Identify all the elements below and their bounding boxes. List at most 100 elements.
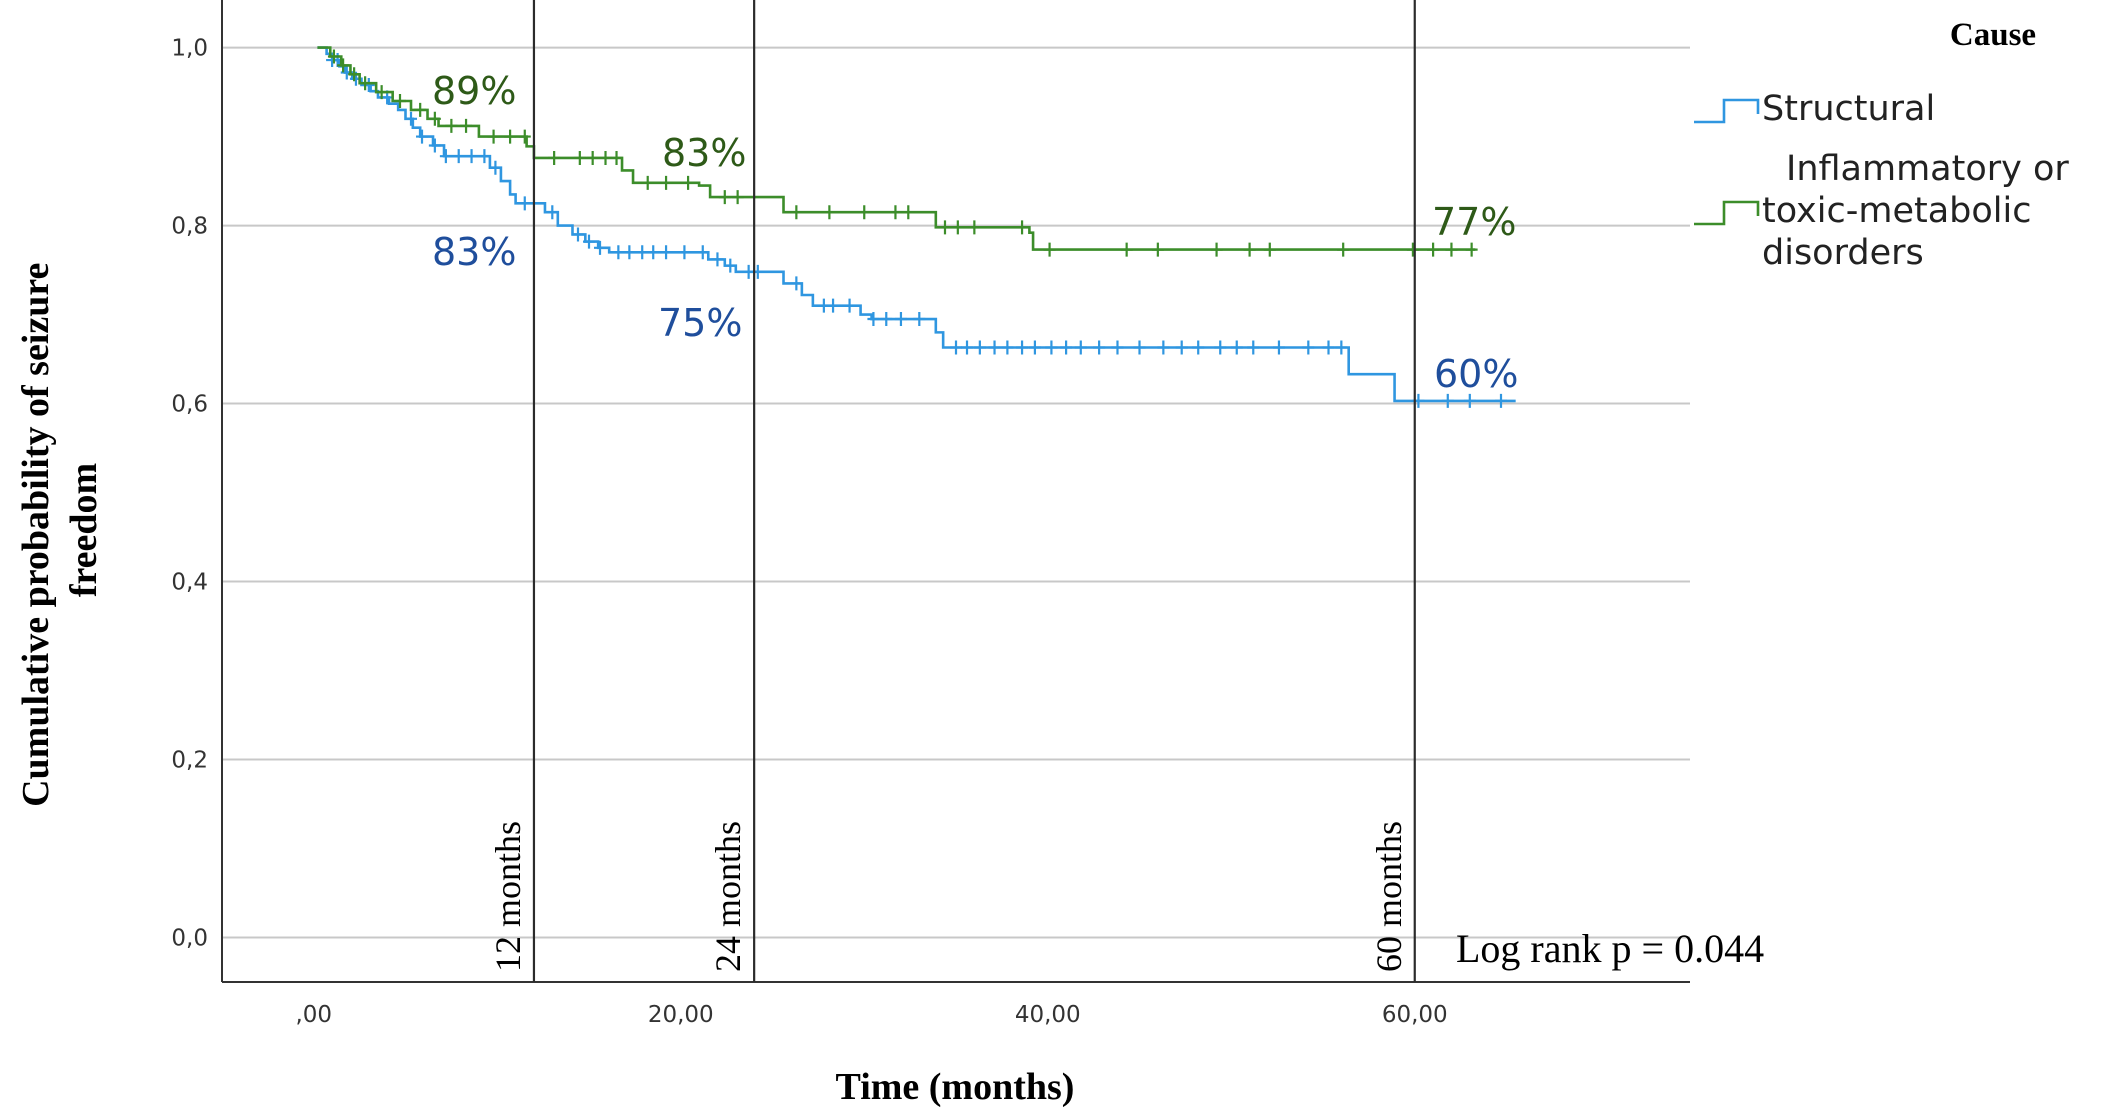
censor-mark [731,190,744,205]
censor-mark [1043,242,1056,257]
censor-mark [647,245,660,260]
censor-mark [988,340,1001,355]
censor-mark [428,138,441,153]
x-tick-label: 20,00 [648,1002,714,1028]
censor-mark [1247,340,1260,355]
censor-mark [682,175,695,190]
plot-frame [221,0,1690,983]
censor-mark [1427,242,1440,257]
reference-line-label: 12 months [488,821,528,972]
censor-mark [478,149,491,164]
censor-mark [660,245,673,260]
censor-mark [1243,242,1256,257]
y-tick-label: 0,0 [171,926,208,952]
censor-mark [636,245,649,260]
censor-mark [961,340,974,355]
censor-mark [452,149,465,164]
censor-mark [1465,242,1478,257]
censor-mark [1111,340,1124,355]
censor-mark [950,340,962,355]
censor-mark [1045,340,1058,355]
censor-mark [718,190,731,205]
censor-mark [1133,340,1146,355]
censor-mark [889,205,902,220]
percent-annotation: 83% [662,131,746,175]
y-tick-label: 0,8 [171,214,208,240]
censor-mark [1335,340,1348,355]
legend-label: Inflammatory or [1786,149,2069,189]
reference-line-label: 60 months [1369,821,1409,972]
legend-swatch [1694,98,1760,124]
censor-mark [858,205,871,220]
x-axis-label: Time (months) [836,1066,1075,1108]
censor-mark [465,149,478,164]
legend: Structural Inflammatory ortoxic-metabolic… [1694,89,2069,273]
survival-curves [317,46,1516,408]
censor-mark [1322,340,1335,355]
x-tick-label: ,00 [295,1002,332,1028]
censor-mark [641,175,654,190]
y-axis-label: Cumulative probability of seizure freedo… [15,253,105,807]
censor-mark [827,298,840,313]
censor-mark [428,111,441,126]
censor-mark [487,129,500,144]
censor-mark [1120,242,1133,257]
y-tick-labels: 0,0 0,2 0,4 0,6 0,8 1,0 [171,36,208,952]
legend-label: Structural [1762,89,1935,129]
percent-annotation: 75% [658,301,742,345]
censor-mark [880,312,893,327]
y-tick-label: 0,2 [171,748,208,774]
censor-mark [375,85,388,100]
censor-mark [790,205,803,220]
censor-mark [1210,242,1223,257]
censor-mark [724,258,737,273]
legend-label: disorders [1762,233,1924,273]
percent-annotation: 77% [1432,200,1516,244]
censor-mark [696,245,709,260]
censor-mark [1406,242,1419,257]
censor-mark [1028,340,1041,355]
censor-mark [571,227,584,242]
censor-mark [1230,340,1243,355]
censor-mark [1060,340,1073,355]
censor-mark [439,149,452,164]
censor-mark [660,175,673,190]
censor-mark [968,220,981,235]
reference-line-label: 24 months [708,821,748,972]
censor-mark [1192,340,1205,355]
censor-mark [678,245,691,260]
series-inflammatory-or-toxic-metabolic-disorders [317,46,1478,257]
censor-mark [1463,393,1476,408]
censor-mark [610,150,623,165]
percent-annotation: 83% [432,230,516,274]
log-rank-annotation: Log rank p = 0.044 [1456,926,1764,971]
y-axis-label-line-1: Cumulative probability of seizure [15,263,57,807]
censor-mark [1337,242,1350,257]
censor-mark [548,150,561,165]
censor-mark [518,129,531,144]
censor-mark [546,205,559,220]
y-axis-label-line-2: freedom [63,463,105,597]
censor-mark [913,312,926,327]
censor-mark [416,129,429,144]
censor-mark [938,220,951,235]
censor-mark [583,234,595,249]
censor-mark [1302,340,1315,355]
censor-mark [1441,393,1454,408]
censor-mark [973,340,986,355]
percent-annotation: 60% [1434,352,1518,396]
censor-mark [1214,340,1227,355]
censor-mark [867,312,880,327]
censor-mark [1016,340,1029,355]
y-tick-label: 1,0 [171,36,208,62]
censor-mark [951,220,964,235]
censor-mark [711,252,724,267]
y-tick-label: 0,6 [171,392,208,418]
series-structural [317,46,1516,408]
x-tick-label: 60,00 [1382,1002,1448,1028]
annotations: 89% 83% 77% 83% 75% 60% Log rank p = 0.044 [432,69,1764,971]
censor-mark [1001,340,1014,355]
censor-mark [1494,393,1507,408]
